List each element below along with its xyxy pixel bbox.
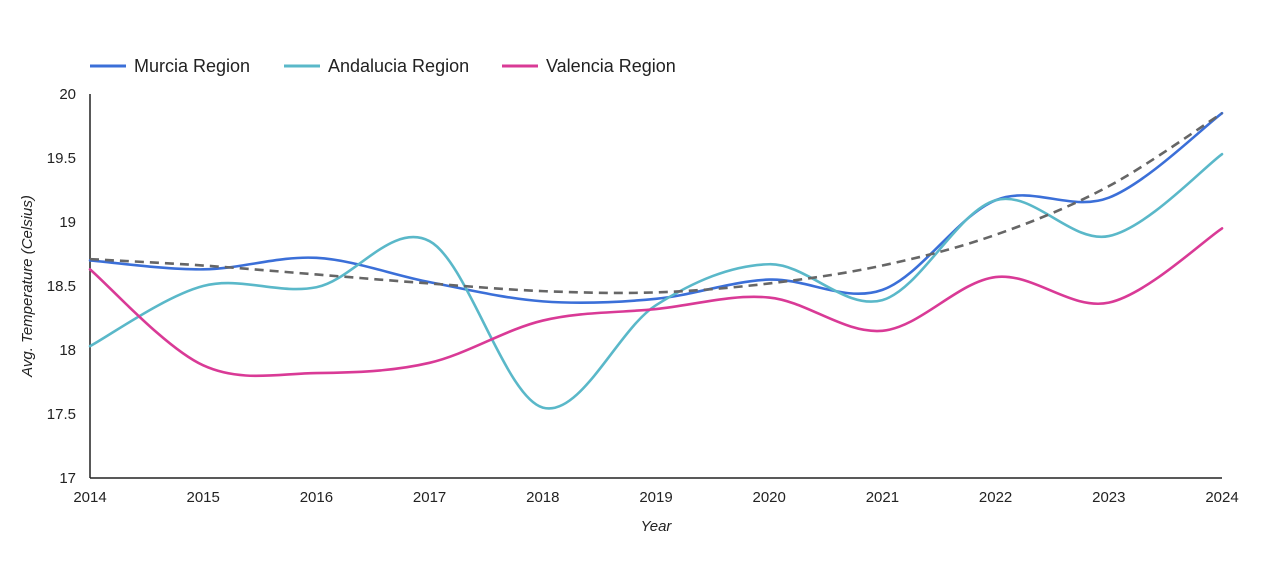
series-line-3 xyxy=(88,227,1224,378)
y-tick-label: 18 xyxy=(59,342,76,359)
trendline xyxy=(89,112,1223,295)
y-tick-label: 19.5 xyxy=(47,150,76,167)
y-axis-title: Avg. Temperature (Celsius) xyxy=(19,195,36,378)
y-tick-label: 17.5 xyxy=(47,406,76,423)
x-tick-label: 2017 xyxy=(413,489,446,506)
x-tick-label: 2016 xyxy=(300,489,333,506)
legend: Murcia Region Andalucia Region Valencia Re… xyxy=(90,56,676,76)
y-tick-label: 18.5 xyxy=(47,278,76,295)
x-tick-label: 2022 xyxy=(979,489,1012,506)
legend-label: Andalucia Region xyxy=(328,56,469,76)
x-tick-label: 2018 xyxy=(526,489,559,506)
legend-label: Valencia Region xyxy=(546,56,676,76)
y-tick-label: 17 xyxy=(59,470,76,487)
x-tick-label: 2015 xyxy=(187,489,220,506)
y-tick-label: 19 xyxy=(59,214,76,231)
x-axis-ticks: 2014 2015 2016 2017 2018 2019 2020 2021 2022 2023… xyxy=(73,489,1238,506)
y-tick-label: 20 xyxy=(59,86,76,103)
series-lines xyxy=(88,111,1224,410)
x-tick-label: 2014 xyxy=(73,489,106,506)
x-axis-title: Year xyxy=(641,518,673,535)
x-tick-label: 2019 xyxy=(639,489,672,506)
series-line-2 xyxy=(88,152,1224,410)
series-line-1 xyxy=(88,111,1224,305)
legend-label: Murcia Region xyxy=(134,56,250,76)
x-tick-label: 2021 xyxy=(866,489,899,506)
x-tick-label: 2024 xyxy=(1205,489,1238,506)
x-tick-label: 2023 xyxy=(1092,489,1125,506)
x-tick-label: 2020 xyxy=(753,489,786,506)
y-axis-ticks: 17 17.5 18 18.5 19 19.5 20 xyxy=(47,86,76,487)
